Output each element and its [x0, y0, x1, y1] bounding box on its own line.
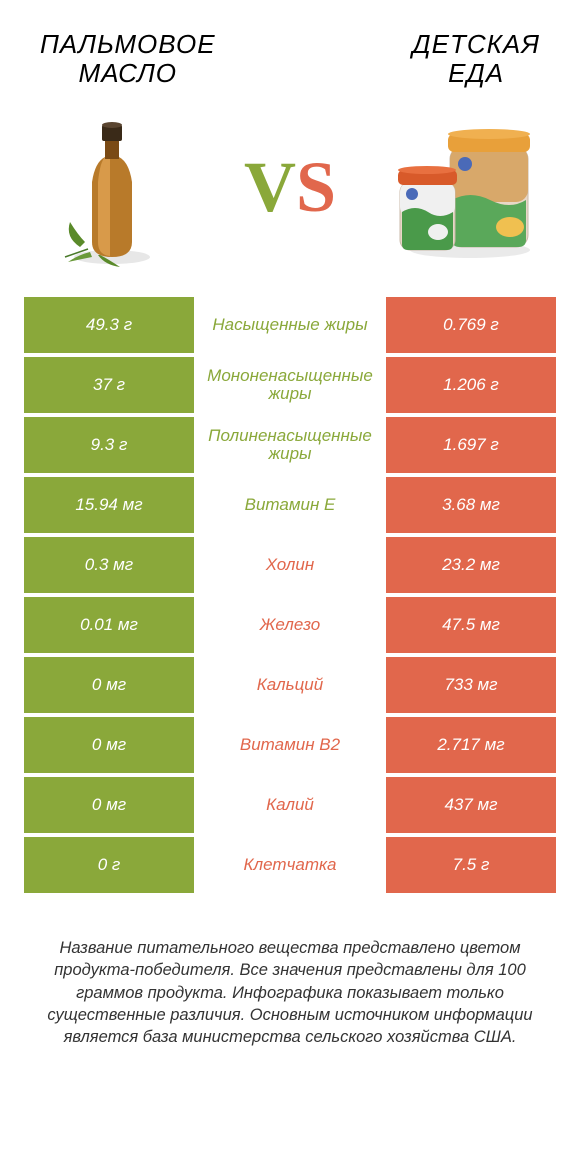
left-value: 15.94 мг — [24, 477, 194, 533]
left-value: 0 мг — [24, 657, 194, 713]
right-product-image — [370, 102, 540, 272]
nutrient-label: Кальций — [194, 657, 386, 713]
nutrient-label: Калий — [194, 777, 386, 833]
vs-label: VS — [244, 146, 336, 229]
table-row: 9.3 гПолиненасыщенные жиры1.697 г — [24, 417, 556, 473]
table-row: 0 мгКальций733 мг — [24, 657, 556, 713]
table-row: 0 мгКалий437 мг — [24, 777, 556, 833]
nutrient-label: Насыщенные жиры — [194, 297, 386, 353]
right-product-title: ДЕТСКАЯ ЕДА — [412, 30, 540, 87]
right-value: 7.5 г — [386, 837, 556, 893]
nutrient-label: Витамин B2 — [194, 717, 386, 773]
table-row: 37 гМононенасыщенные жиры1.206 г — [24, 357, 556, 413]
table-row: 49.3 гНасыщенные жиры0.769 г — [24, 297, 556, 353]
table-row: 0.3 мгХолин23.2 мг — [24, 537, 556, 593]
right-value: 3.68 мг — [386, 477, 556, 533]
left-value: 49.3 г — [24, 297, 194, 353]
left-value: 0 мг — [24, 717, 194, 773]
left-value: 0 г — [24, 837, 194, 893]
right-value: 47.5 мг — [386, 597, 556, 653]
table-row: 15.94 мгВитамин E3.68 мг — [24, 477, 556, 533]
nutrient-label: Мононенасыщенные жиры — [194, 357, 386, 413]
vs-s: S — [296, 147, 336, 227]
header: ПАЛЬМОВОЕ МАСЛО ДЕТСКАЯ ЕДА — [0, 0, 580, 97]
right-value: 1.697 г — [386, 417, 556, 473]
right-value: 1.206 г — [386, 357, 556, 413]
left-value: 0 мг — [24, 777, 194, 833]
left-value: 37 г — [24, 357, 194, 413]
nutrient-label: Холин — [194, 537, 386, 593]
baby-food-jars-icon — [370, 112, 540, 262]
nutrient-label: Витамин E — [194, 477, 386, 533]
images-row: VS — [0, 97, 580, 297]
left-product-image — [40, 102, 210, 272]
comparison-table: 49.3 гНасыщенные жиры0.769 г37 гМононена… — [0, 297, 580, 893]
footer-note: Название питательного вещества представл… — [0, 897, 580, 1048]
right-value: 733 мг — [386, 657, 556, 713]
left-product-title: ПАЛЬМОВОЕ МАСЛО — [40, 30, 216, 87]
left-value: 0.3 мг — [24, 537, 194, 593]
vs-v: V — [244, 147, 296, 227]
table-row: 0 гКлетчатка7.5 г — [24, 837, 556, 893]
nutrient-label: Полиненасыщенные жиры — [194, 417, 386, 473]
table-row: 0.01 мгЖелезо47.5 мг — [24, 597, 556, 653]
right-value: 437 мг — [386, 777, 556, 833]
left-value: 0.01 мг — [24, 597, 194, 653]
nutrient-label: Железо — [194, 597, 386, 653]
table-row: 0 мгВитамин B22.717 мг — [24, 717, 556, 773]
oil-bottle-icon — [50, 107, 200, 267]
left-value: 9.3 г — [24, 417, 194, 473]
nutrient-label: Клетчатка — [194, 837, 386, 893]
right-value: 2.717 мг — [386, 717, 556, 773]
right-value: 0.769 г — [386, 297, 556, 353]
right-value: 23.2 мг — [386, 537, 556, 593]
